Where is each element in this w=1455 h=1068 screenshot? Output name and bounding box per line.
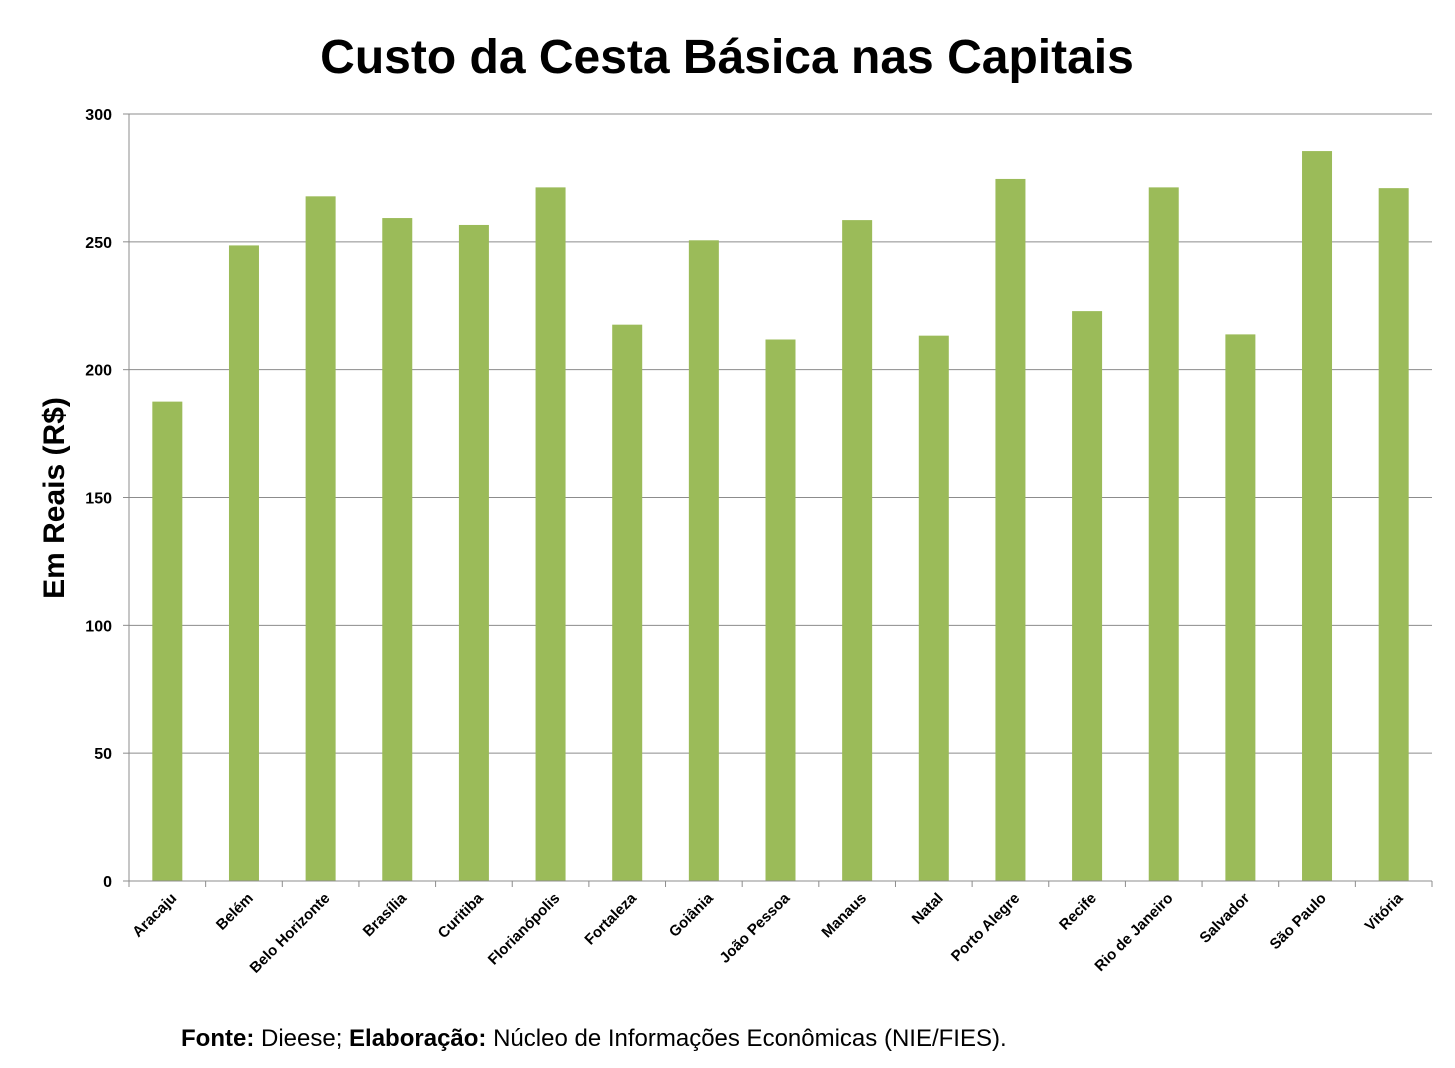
bar-brasília — [382, 218, 413, 881]
bar-curitiba — [458, 224, 489, 881]
x-tick-label: Brasília — [360, 889, 411, 940]
y-tick-label: 150 — [85, 491, 112, 508]
bar-são-paulo — [1302, 151, 1333, 882]
axes — [128, 114, 1432, 882]
x-tick-label: Natal — [909, 890, 947, 928]
x-tick-label: Vitória — [1362, 889, 1407, 934]
bar-rio-de-janeiro — [1148, 187, 1179, 881]
bar-porto-alegre — [995, 178, 1026, 881]
bar-fortaleza — [612, 324, 643, 882]
source-elaboracao-text: Núcleo de Informações Econômicas (NIE/FI… — [493, 1025, 1007, 1052]
y-tick-label: 50 — [94, 746, 112, 763]
x-tick-label: Recife — [1056, 890, 1100, 934]
x-tick-label: Aracaju — [129, 890, 180, 941]
bar-belém — [228, 245, 259, 882]
bar-natal — [918, 335, 949, 882]
bar-recife — [1072, 311, 1103, 881]
x-tick-label: Curitiba — [435, 889, 488, 942]
bar-joão-pessoa — [765, 339, 796, 881]
bar-salvador — [1225, 334, 1256, 882]
x-tick-label: Belo Horizonte — [247, 890, 334, 977]
y-tick-label: 250 — [85, 235, 112, 252]
chart-title: Custo da Cesta Básica nas Capitais — [320, 31, 1134, 84]
x-tick-label: Porto Alegre — [948, 890, 1023, 965]
bar-vitória — [1378, 188, 1409, 882]
x-tick-label: Rio de Janeiro — [1091, 890, 1176, 975]
bar-goiânia — [688, 240, 719, 882]
x-tick-label: Fortaleza — [581, 889, 640, 948]
bar-florianópolis — [535, 187, 566, 881]
x-tick-label: Goiânia — [666, 889, 717, 940]
y-tick-label: 200 — [85, 363, 112, 380]
y-tick-label: 300 — [85, 107, 112, 124]
source-note: Fonte: Dieese; Elaboração: Núcleo de Inf… — [181, 1025, 1007, 1053]
x-tick-label: São Paulo — [1267, 890, 1330, 953]
y-tick-label: 100 — [85, 618, 112, 635]
bars — [152, 151, 1409, 882]
bar-belo-horizonte — [305, 196, 336, 882]
y-axis-ticks: 0 50 100 150 200 250 300 — [85, 107, 129, 891]
x-tick-label: Florianópolis — [485, 890, 564, 969]
y-axis-label: Em Reais (R$) — [38, 397, 71, 599]
bar-aracaju — [152, 401, 183, 881]
x-tick-label: Manaus — [818, 890, 870, 942]
x-tick-label: Salvador — [1196, 890, 1253, 947]
source-elaboracao-label: Elaboração: — [349, 1025, 487, 1052]
x-tick-label: Belém — [213, 890, 257, 934]
y-tick-label: 0 — [103, 874, 112, 891]
bar-manaus — [842, 220, 873, 881]
x-tick-label: João Pessoa — [716, 889, 793, 966]
source-fonte-label: Fonte: — [181, 1025, 255, 1052]
source-fonte-text: Dieese; — [260, 1025, 343, 1052]
